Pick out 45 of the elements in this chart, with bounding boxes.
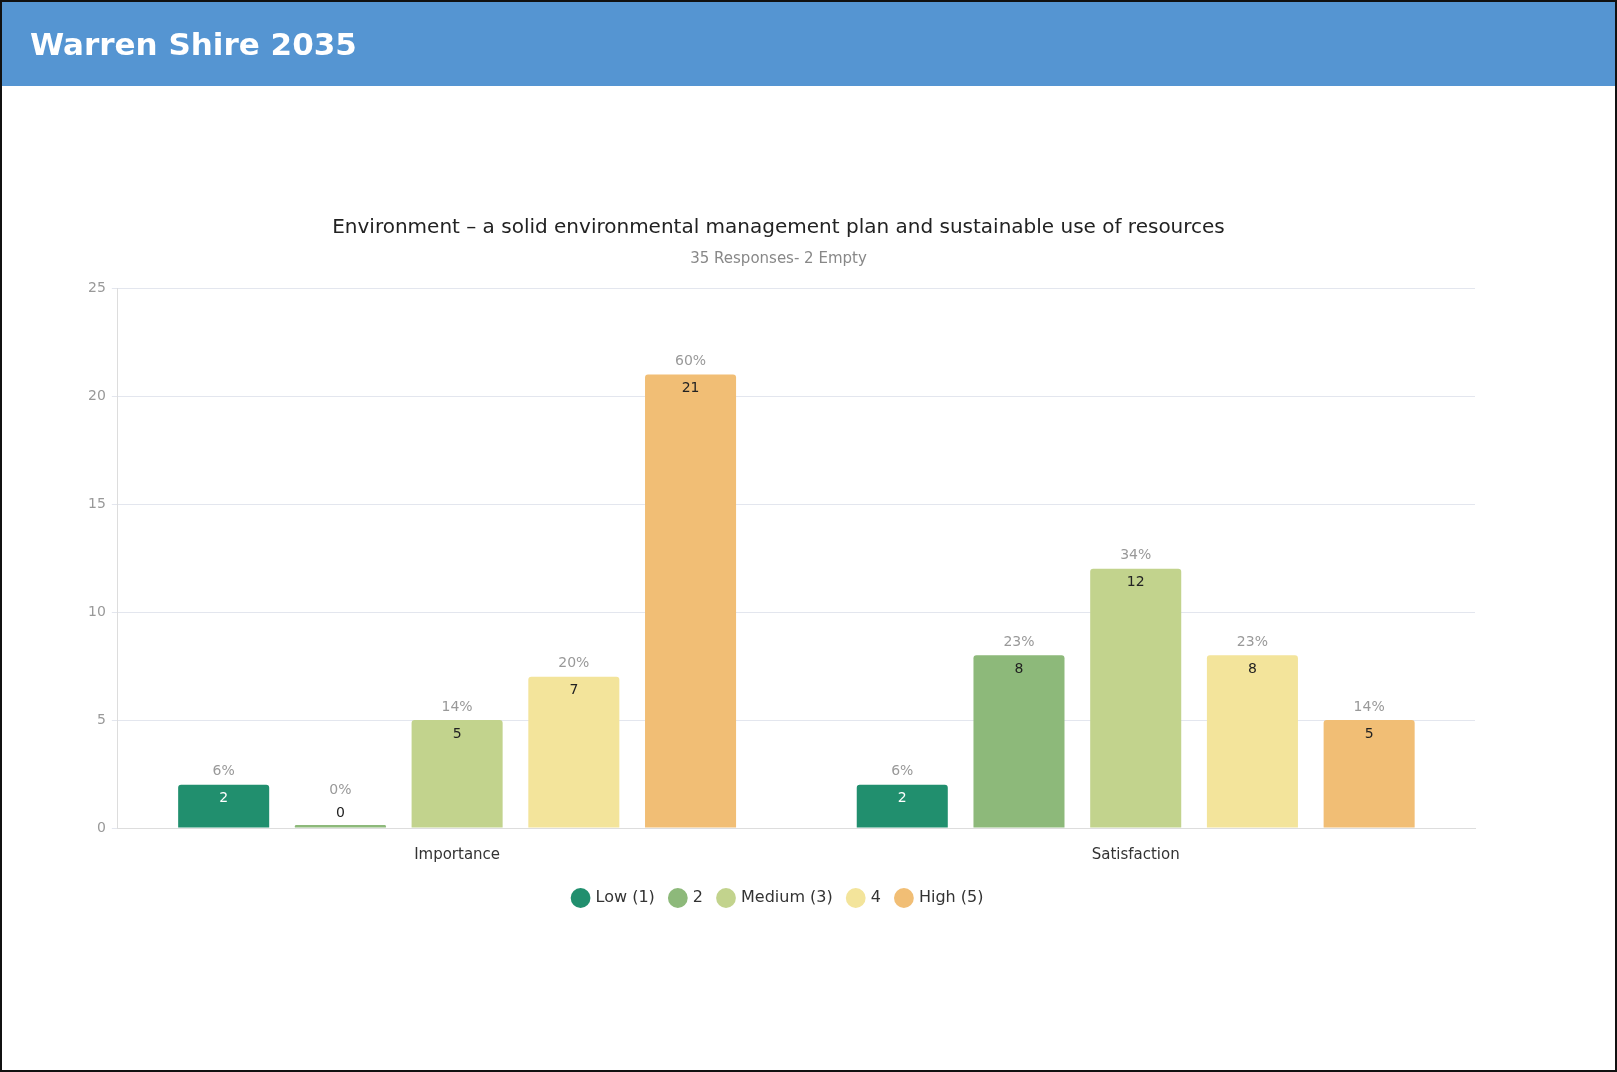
y-tick-label: 10 <box>87 602 106 619</box>
legend-label: Medium (3) <box>741 887 833 907</box>
bar <box>1090 568 1182 828</box>
bar <box>645 374 737 828</box>
data-label: 5 <box>1364 724 1374 741</box>
annotation: 60% <box>674 352 707 369</box>
legend-label: Low (1) <box>595 887 655 907</box>
bar <box>1323 720 1415 828</box>
bar <box>178 784 270 828</box>
bar <box>528 676 620 828</box>
annotation: 23% <box>1003 632 1035 649</box>
data-label: 7 <box>569 681 579 698</box>
annotation: 34% <box>1120 546 1152 563</box>
chart-title: Environment – a solid environmental management plan and sustainable use of resources <box>332 214 1225 239</box>
text: Warren Shire 2035 <box>2 2 1615 86</box>
data-label: 8 <box>1247 659 1257 676</box>
annotation: 23% <box>1236 632 1268 649</box>
data-label: 12 <box>1126 573 1145 590</box>
y-tick-label: 5 <box>96 710 106 727</box>
data-label: 8 <box>1014 659 1024 676</box>
data-label: 0 <box>335 803 345 820</box>
data-label: 2 <box>897 789 907 806</box>
annotation: 20% <box>558 654 590 671</box>
data-label: 2 <box>219 789 229 806</box>
annotation: 0% <box>329 780 352 797</box>
y-tick-label: 15 <box>87 494 106 511</box>
y-tick-label: 20 <box>87 386 106 403</box>
data-label: 5 <box>452 724 462 741</box>
annotation: 6% <box>212 762 235 779</box>
bar <box>856 784 948 828</box>
y-tick-label: 0 <box>96 818 106 835</box>
legend-label: High (5) <box>918 887 984 907</box>
legend-label: 4 <box>870 887 881 907</box>
x-tick-label: Importance <box>414 844 501 863</box>
chart-subtitle: 35 Responses- 2 Empty <box>690 248 867 267</box>
data-label: 21 <box>681 379 700 396</box>
annotation: 6% <box>891 762 914 779</box>
annotation: 14% <box>441 697 473 714</box>
annotation: 14% <box>1353 697 1385 714</box>
bar <box>411 720 503 828</box>
bar <box>1206 655 1298 828</box>
bar <box>973 655 1065 828</box>
x-tick-label: Satisfaction <box>1091 844 1180 863</box>
y-tick-label: 25 <box>87 278 106 295</box>
legend-label: 2 <box>692 887 704 907</box>
